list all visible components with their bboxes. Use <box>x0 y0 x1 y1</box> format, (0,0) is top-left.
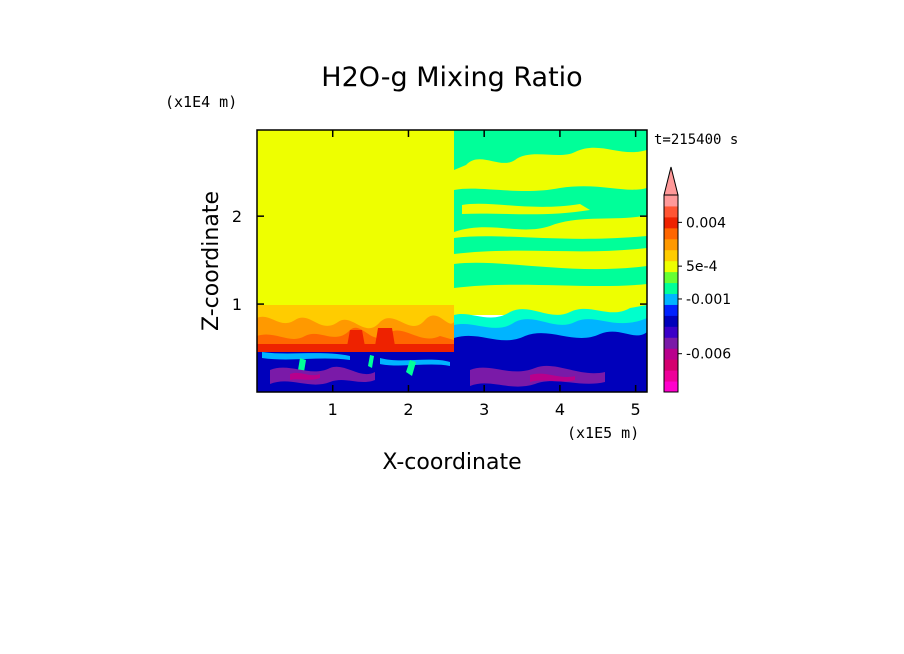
colorbar-segment <box>664 271 678 284</box>
colorbar-tick-label: -0.006 <box>686 347 731 363</box>
y-axis-label: Z-coordinate <box>199 191 224 331</box>
colorbar-segment <box>664 348 678 360</box>
colorbar-extend-arrow <box>663 166 679 196</box>
colorbar-tick-label: 5e-4 <box>686 259 718 275</box>
colorbar-segment <box>664 359 678 371</box>
purple-swirl-left <box>270 366 375 385</box>
x-tick-label: 4 <box>555 400 565 419</box>
x-tick-label: 5 <box>631 400 641 419</box>
colorbar-segment <box>664 282 678 294</box>
chart-title: H2O-g Mixing Ratio <box>321 62 582 93</box>
x-tick-label: 1 <box>328 400 338 419</box>
colorbar <box>663 166 679 393</box>
colorbar-segment <box>664 304 678 316</box>
x-tick-label: 2 <box>403 400 413 419</box>
yellow-streak-2 <box>470 174 620 187</box>
colorbar-segment <box>664 326 678 338</box>
heatmap-field <box>257 130 647 392</box>
y-unit-label: (x1E4 m) <box>165 93 237 111</box>
colorbar-segment <box>664 381 678 393</box>
colorbar-segment <box>664 337 678 349</box>
cyan-streaks-left <box>262 352 450 366</box>
x-axis-ticks: 1 2 3 4 5 <box>328 130 641 419</box>
green-band-low <box>454 236 647 254</box>
y-tick-label: 2 <box>232 207 242 226</box>
time-label: t=215400 s <box>654 132 738 148</box>
x-axis-label: X-coordinate <box>382 450 521 475</box>
colorbar-tick-label: -0.001 <box>686 292 731 308</box>
colorbar-segment <box>664 227 678 240</box>
colorbar-segment <box>664 315 678 327</box>
colorbar-segment <box>664 249 678 262</box>
colorbar-labels: 0.004 5e-4 -0.001 -0.006 <box>678 215 731 363</box>
y-axis-ticks: 12 <box>232 207 647 314</box>
colorbar-segment <box>664 195 678 207</box>
red-patches <box>346 328 396 352</box>
y-tick-label: 1 <box>232 295 242 314</box>
colorbar-segment <box>664 260 678 273</box>
plot-frame <box>256 129 648 393</box>
colorbar-segment <box>664 238 678 251</box>
colorbar-frame <box>663 194 679 393</box>
colorbar-segment <box>664 370 678 382</box>
colorbar-segment <box>664 205 678 218</box>
x-unit-label: (x1E5 m) <box>567 424 639 442</box>
x-tick-label: 3 <box>479 400 489 419</box>
green-band-top <box>454 130 647 170</box>
colorbar-segment <box>664 216 678 229</box>
field-upper-left <box>257 130 454 305</box>
green-band-deep <box>454 262 647 288</box>
colorbar-segment <box>664 293 678 305</box>
yellow-streak <box>462 203 590 215</box>
colorbar-tick-label: 0.004 <box>686 215 726 231</box>
